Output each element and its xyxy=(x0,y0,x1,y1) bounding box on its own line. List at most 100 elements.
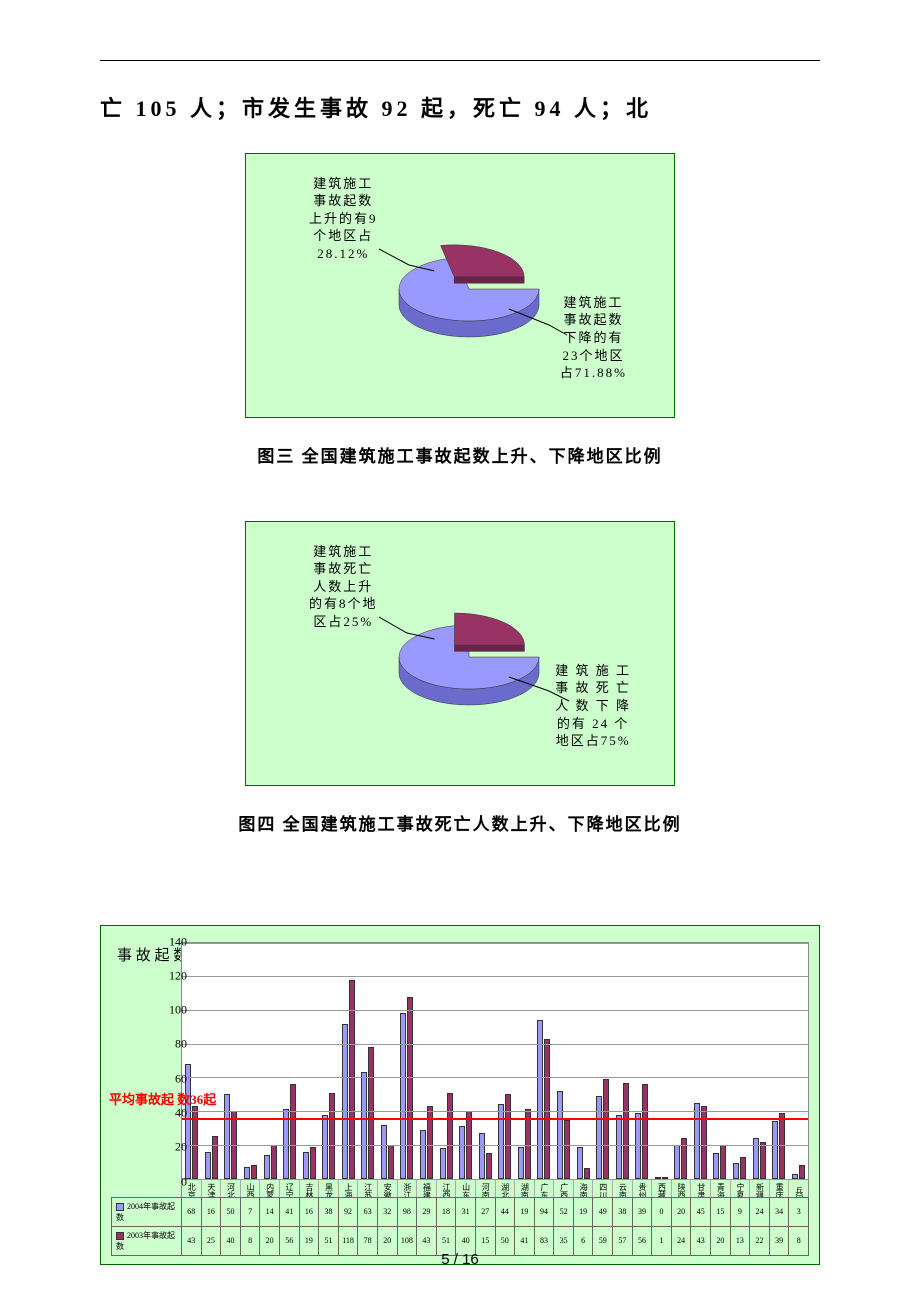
pie4-large-label: 建 筑 施 工 事 故 死 亡 人 数 下 降 的有 24 个 地区占75% xyxy=(555,662,631,750)
bar-2004 xyxy=(616,1115,622,1179)
cell-a: 68 xyxy=(182,1197,202,1226)
pie3-caption: 图三 全国建筑施工事故起数上升、下降地区比例 xyxy=(100,442,820,467)
bar-2003 xyxy=(407,997,413,1179)
cell-a: 44 xyxy=(495,1197,515,1226)
cell-a: 98 xyxy=(397,1197,417,1226)
bar-2004 xyxy=(479,1133,485,1179)
bar-2004 xyxy=(381,1125,387,1179)
bar-2004 xyxy=(420,1130,426,1179)
bar-group xyxy=(358,943,378,1179)
grid-line xyxy=(182,1077,808,1078)
cell-a: 38 xyxy=(319,1197,339,1226)
ytick: 40 xyxy=(153,1106,187,1121)
bar-group xyxy=(339,943,359,1179)
pie4-caption: 图四 全国建筑施工事故死亡人数上升、下降地区比例 xyxy=(100,810,820,835)
pie4-panel: 建筑施工 事故死亡 人数上升 的有8个地 区占25% 建 筑 施 工 事 故 死… xyxy=(245,521,675,786)
cell-a: 50 xyxy=(221,1197,241,1226)
bar-group xyxy=(417,943,437,1179)
pie3-large-label: 建筑施工 事故起数 下降的有 23个地区 占71.88% xyxy=(560,294,627,382)
bar-group xyxy=(788,943,808,1179)
cell-a: 27 xyxy=(475,1197,495,1226)
bar-2003 xyxy=(310,1147,316,1179)
ytick: 100 xyxy=(153,1003,187,1018)
bar-2004 xyxy=(674,1145,680,1179)
bar-group xyxy=(495,943,515,1179)
cell-a: 24 xyxy=(750,1197,770,1226)
cell-a: 45 xyxy=(691,1197,711,1226)
ref-line xyxy=(182,1118,808,1120)
ytick: 20 xyxy=(153,1140,187,1155)
bar-2003 xyxy=(271,1145,277,1179)
bar-2003 xyxy=(505,1094,511,1178)
bar-2004 xyxy=(772,1121,778,1178)
bar-group xyxy=(710,943,730,1179)
ytick: 140 xyxy=(153,934,187,949)
bar-group xyxy=(202,943,222,1179)
bar-2004 xyxy=(361,1072,367,1178)
bar-2003 xyxy=(584,1168,590,1178)
bar-2003 xyxy=(720,1145,726,1179)
bar-2003 xyxy=(760,1142,766,1179)
bar-group xyxy=(378,943,398,1179)
bar-2003 xyxy=(564,1120,570,1179)
bar-2003 xyxy=(388,1145,394,1179)
bar-2004 xyxy=(498,1104,504,1178)
cell-a: 20 xyxy=(671,1197,691,1226)
top-rule xyxy=(100,60,820,61)
cell-a: 7 xyxy=(240,1197,260,1226)
bar-group xyxy=(436,943,456,1179)
grid-line xyxy=(182,1010,808,1011)
bar-2003 xyxy=(642,1084,648,1178)
cell-a: 39 xyxy=(632,1197,652,1226)
bar-plot-area xyxy=(181,942,809,1180)
bar-2004 xyxy=(518,1147,524,1179)
pie4-inner: 建筑施工 事故死亡 人数上升 的有8个地 区占25% 建 筑 施 工 事 故 死… xyxy=(249,525,671,782)
bar-2003 xyxy=(368,1047,374,1178)
cell-a: 38 xyxy=(613,1197,633,1226)
pie4-svg xyxy=(249,525,679,790)
bar-2004 xyxy=(322,1115,328,1179)
bar-2003 xyxy=(799,1165,805,1178)
bar-group xyxy=(475,943,495,1179)
grid-line xyxy=(182,1145,808,1146)
bar-group xyxy=(554,943,574,1179)
pie3-panel: 建筑施工 事故起数 上升的有9 个地区占 28.12% 建筑施工 事故起数 下降… xyxy=(245,153,675,418)
bar-2004 xyxy=(342,1024,348,1179)
bar-group xyxy=(671,943,691,1179)
pie3-inner: 建筑施工 事故起数 上升的有9 个地区占 28.12% 建筑施工 事故起数 下降… xyxy=(249,157,671,414)
bar-2003 xyxy=(329,1093,335,1179)
bar-2004 xyxy=(713,1153,719,1178)
cell-a: 14 xyxy=(260,1197,280,1226)
bar-2004 xyxy=(557,1091,563,1179)
bar-2003 xyxy=(251,1165,257,1178)
grid-line xyxy=(182,976,808,977)
cell-a: 18 xyxy=(436,1197,456,1226)
cell-a: 49 xyxy=(593,1197,613,1226)
grid-line xyxy=(182,1044,808,1045)
bar-group xyxy=(456,943,476,1179)
cell-a: 19 xyxy=(573,1197,593,1226)
page-number: 5 / 16 xyxy=(0,1251,920,1268)
grid-line xyxy=(182,1111,808,1112)
bar-2003 xyxy=(623,1083,629,1179)
bar-2004 xyxy=(596,1096,602,1179)
bar-group xyxy=(730,943,750,1179)
bar-2004 xyxy=(577,1147,583,1179)
bar-panel: 事 故 起 数 平均事故起 数36起 北京市天津市河北省山西省内蒙区辽宁省吉林省… xyxy=(100,925,820,1265)
bar-group xyxy=(319,943,339,1179)
bar-2004 xyxy=(244,1167,250,1179)
pie3-svg xyxy=(249,157,679,422)
cell-a: 32 xyxy=(377,1197,397,1226)
data-table: 2004年事故起数6816507144116389263329829183127… xyxy=(111,1197,809,1256)
bar-group xyxy=(299,943,319,1179)
bar-2003 xyxy=(740,1157,746,1179)
bar-group xyxy=(573,943,593,1179)
ytick: 60 xyxy=(153,1071,187,1086)
cell-a: 3 xyxy=(789,1197,809,1226)
cell-a: 63 xyxy=(358,1197,378,1226)
cell-a: 31 xyxy=(456,1197,476,1226)
bar-group xyxy=(241,943,261,1179)
bar-group xyxy=(260,943,280,1179)
bar-group xyxy=(534,943,554,1179)
bar-2004 xyxy=(400,1013,406,1178)
